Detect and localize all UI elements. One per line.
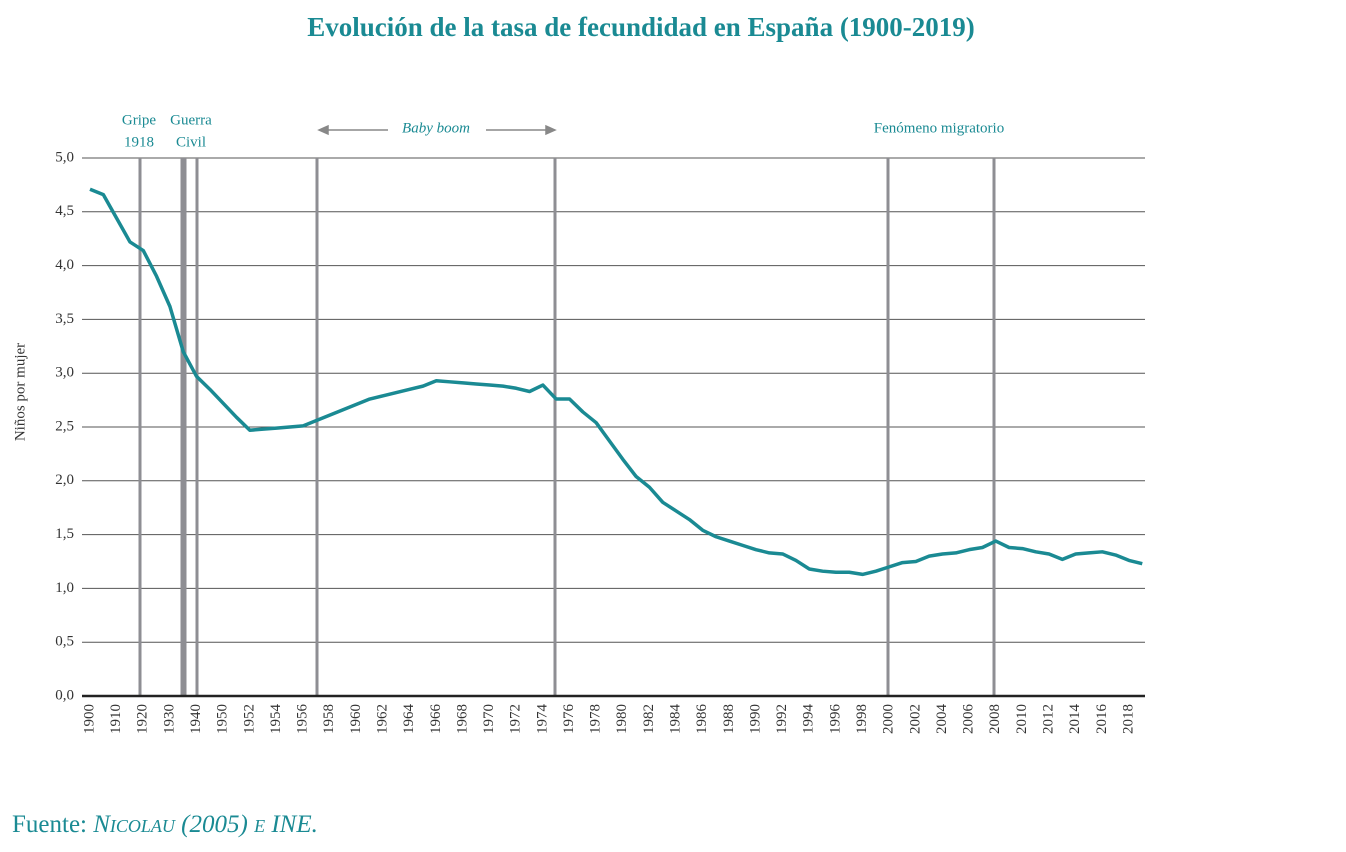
x-tick-label: 2004 <box>934 704 950 735</box>
x-tick-label: 1964 <box>401 704 417 735</box>
x-tick-label: 1980 <box>614 704 630 734</box>
y-tick-label: 1,0 <box>55 580 74 596</box>
grid <box>82 157 1145 697</box>
x-tick-label: 1972 <box>508 704 524 734</box>
x-tick-label: 1988 <box>721 704 737 734</box>
x-tick-label: 2014 <box>1067 704 1083 735</box>
x-tick-label: 1900 <box>81 704 97 734</box>
x-tick-label: 1920 <box>135 704 151 734</box>
y-tick-label: 3,5 <box>55 311 74 327</box>
source: Fuente: Nicolau (2005) e INE. <box>12 811 318 838</box>
x-tick-label: 1960 <box>348 704 364 734</box>
y-tick-label: 5,0 <box>55 149 74 165</box>
x-tick-label: 1958 <box>321 704 337 734</box>
x-tick-label: 1978 <box>588 704 604 734</box>
arrow-head <box>545 124 557 136</box>
x-tick-label: 1962 <box>374 704 390 734</box>
y-tick-label: 4,0 <box>55 257 74 273</box>
source-ref: Nicolau (2005) e INE. <box>92 811 318 838</box>
x-tick-label: 1984 <box>668 704 684 735</box>
x-tick-label: 1990 <box>747 704 763 734</box>
x-tick-label: 1966 <box>428 704 444 735</box>
x-tick-label: 2016 <box>1094 704 1110 735</box>
x-tick-label: 1970 <box>481 704 497 734</box>
x-tick-label: 1954 <box>268 704 284 735</box>
x-tick-label: 1992 <box>774 704 790 734</box>
y-tick-label: 0,5 <box>55 634 74 650</box>
y-tick-label: 4,5 <box>55 203 74 219</box>
x-tick-label: 2002 <box>907 704 923 734</box>
annotation: Civil <box>176 134 206 150</box>
x-tick-label: 1940 <box>188 704 204 734</box>
x-tick-label: 1956 <box>295 704 311 735</box>
y-tick-label: 2,0 <box>55 472 74 488</box>
y-tick-label: 1,5 <box>55 526 74 542</box>
annotation: Gripe <box>122 112 156 128</box>
x-tick-label: 1952 <box>241 704 257 734</box>
x-tick-label: 2012 <box>1040 704 1056 734</box>
x-tick-label: 1968 <box>454 704 470 734</box>
y-axis-label: Niños por mujer <box>12 343 28 441</box>
x-tick-label: 1982 <box>641 704 657 734</box>
x-tick-label: 2018 <box>1120 704 1136 734</box>
x-tick-label: 1974 <box>534 704 550 735</box>
annotation: Guerra <box>170 112 212 128</box>
x-tick-label: 2008 <box>987 704 1003 734</box>
source-label: Fuente: <box>12 811 87 838</box>
annotation: 1918 <box>124 134 154 150</box>
y-tick-label: 2,5 <box>55 418 74 434</box>
arrow-head <box>317 124 329 136</box>
x-tick-label: 1998 <box>854 704 870 734</box>
x-tick-label: 1986 <box>694 704 710 735</box>
y-tick-label: 3,0 <box>55 365 74 381</box>
annotation: Baby boom <box>402 120 470 136</box>
x-tick-label: 2000 <box>881 704 897 734</box>
x-tick-label: 2010 <box>1014 704 1030 734</box>
x-tick-label: 1996 <box>827 704 843 735</box>
x-tick-label: 1950 <box>215 704 231 734</box>
x-tick-label: 2006 <box>961 704 977 735</box>
baby-boom-arrows <box>317 124 557 136</box>
x-tick-label: 1930 <box>161 704 177 734</box>
chart-title: Evolución de la tasa de fecundidad en Es… <box>307 12 975 42</box>
x-tick-label: 1976 <box>561 704 577 735</box>
series-line <box>89 187 1143 577</box>
y-tick-label: 0,0 <box>55 687 74 703</box>
x-tick-label: 1994 <box>801 704 817 735</box>
annotation: Fenómeno migratorio <box>874 120 1004 136</box>
x-tick-label: 1910 <box>108 704 124 734</box>
